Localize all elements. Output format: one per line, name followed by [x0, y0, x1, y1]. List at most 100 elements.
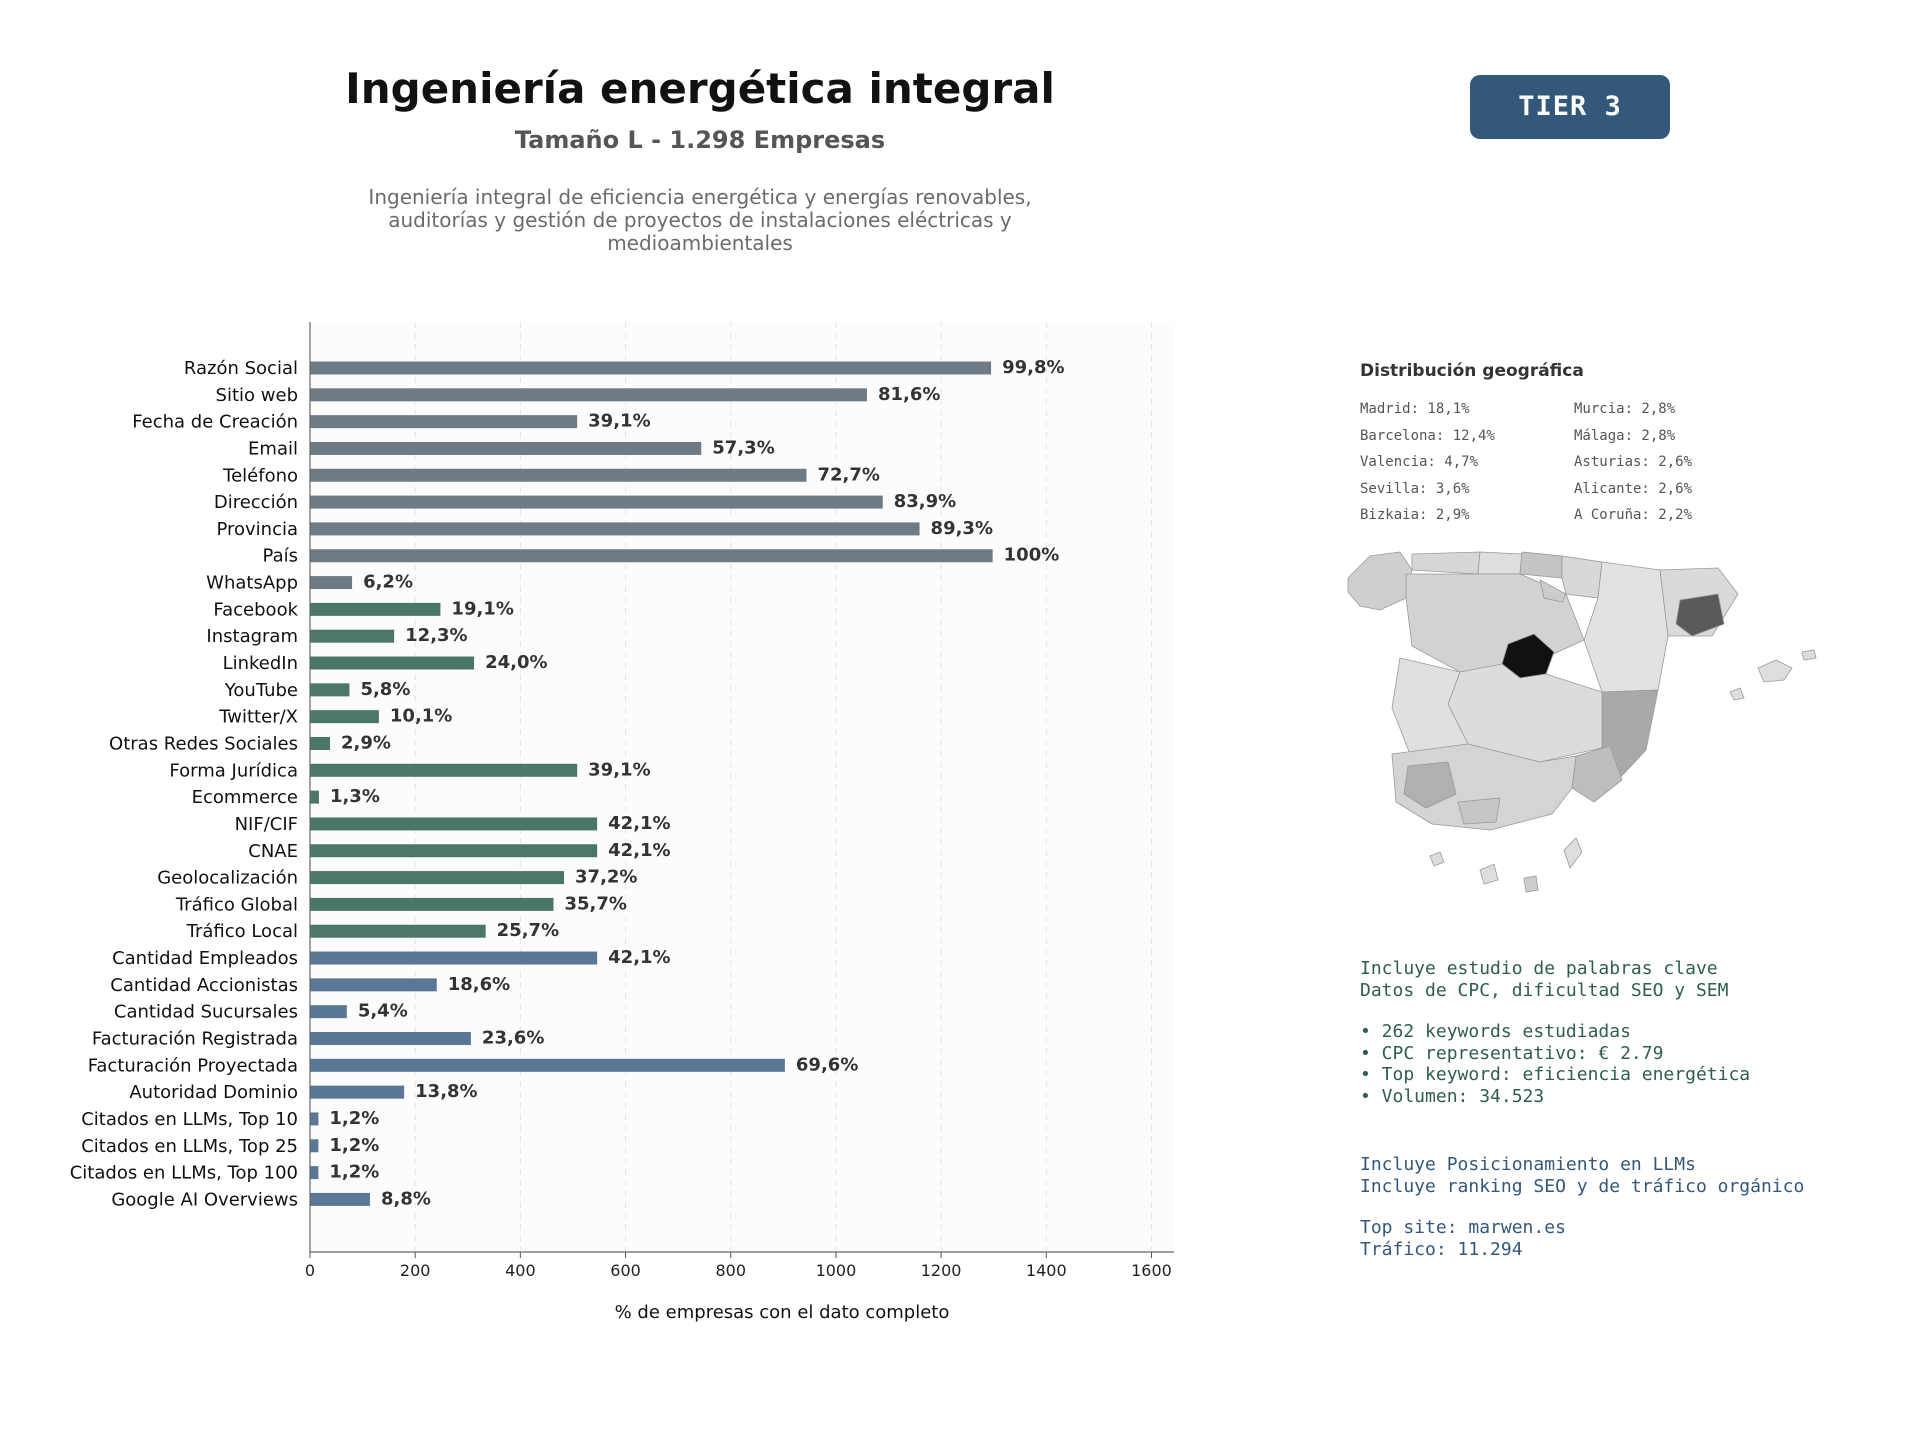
bar [310, 817, 598, 831]
data-label: 19,1% [451, 598, 513, 619]
bar [310, 602, 441, 616]
completeness-bar-chart: 0 200 400 600 800 1000 1200 1400 1600 Razón Socia… [70, 322, 1174, 1323]
bar [310, 1112, 319, 1126]
data-label: 39,1% [588, 411, 650, 432]
data-label: 1,2% [329, 1162, 379, 1183]
data-label: 57,3% [712, 437, 774, 458]
x-tick-label: 1200 [921, 1261, 962, 1280]
bar [310, 951, 598, 965]
map-region-la-rioja [1539, 579, 1567, 603]
keywords-line: Incluye estudio de palabras clave [1360, 958, 1718, 979]
bar [310, 656, 475, 670]
category-label: Twitter/X [218, 707, 298, 728]
bar [310, 1058, 785, 1072]
category-label: NIF/CIF [235, 814, 298, 835]
bar [310, 441, 702, 455]
category-label: WhatsApp [206, 573, 298, 594]
data-label: 18,6% [448, 974, 510, 995]
category-label: Instagram [206, 626, 298, 647]
geo-item: Valencia: 4,7% [1360, 454, 1479, 470]
map-region-galicia [1347, 551, 1413, 611]
data-label: 8,8% [381, 1188, 431, 1209]
keywords-bullet: • CPC representativo: € 2.79 [1360, 1042, 1664, 1064]
category-label: Ecommerce [192, 787, 298, 808]
data-label: 25,7% [497, 920, 559, 941]
map-region-valencia [1601, 689, 1659, 781]
spain-choropleth-map [1347, 551, 1817, 893]
bar [310, 1166, 319, 1180]
data-label: 72,7% [817, 464, 879, 485]
map-region-navarra [1561, 555, 1603, 599]
sector-description: Ingeniería integral de eficiencia energé… [340, 186, 1060, 255]
bar [310, 629, 395, 643]
geo-title: Distribución geográfica [1360, 361, 1584, 381]
geo-item: Madrid: 18,1% [1360, 401, 1470, 417]
category-label: CNAE [248, 841, 298, 862]
data-label: 69,6% [796, 1054, 858, 1075]
category-label: Teléfono [222, 465, 298, 486]
category-label: Facebook [213, 599, 298, 620]
keywords-bullet: • 262 keywords estudiadas [1360, 1021, 1631, 1042]
category-label: Razón Social [184, 358, 298, 379]
category-label: Cantidad Accionistas [110, 975, 298, 996]
data-label: 39,1% [588, 759, 650, 780]
bar [310, 790, 319, 804]
bar [310, 978, 437, 992]
category-label: LinkedIn [223, 653, 298, 674]
map-region-barcelona [1675, 593, 1725, 637]
category-label: Google AI Overviews [111, 1189, 298, 1210]
map-region-canary-east [1563, 837, 1583, 869]
llm-top-site: Top site: marwen.es [1360, 1217, 1566, 1238]
data-label: 10,1% [390, 706, 452, 727]
bar [310, 1139, 319, 1153]
data-label: 1,2% [329, 1108, 379, 1129]
x-tick-label: 600 [610, 1261, 641, 1280]
data-label: 42,1% [608, 840, 670, 861]
data-label: 1,3% [330, 786, 380, 807]
bar [310, 710, 379, 724]
bar [310, 897, 554, 911]
x-tick-label: 1400 [1026, 1261, 1067, 1280]
page-title: Ingeniería energética integral [345, 64, 1055, 113]
bar [310, 763, 578, 777]
category-label: Cantidad Sucursales [114, 1002, 298, 1023]
geo-item: Málaga: 2,8% [1574, 427, 1676, 444]
llm-line: Incluye Posicionamiento en LLMs [1360, 1154, 1696, 1175]
category-label: Geolocalización [157, 868, 298, 889]
geo-item: Asturias: 2,6% [1574, 454, 1693, 470]
geo-item: Murcia: 2,8% [1574, 401, 1676, 417]
data-label: 23,6% [482, 1028, 544, 1049]
llm-traffic: Tráfico: 11.294 [1360, 1238, 1523, 1260]
x-tick-label: 1000 [816, 1261, 857, 1280]
category-label: Forma Jurídica [169, 760, 298, 781]
map-region-cantabria [1477, 551, 1523, 575]
keywords-bullet: • Volumen: 34.523 [1360, 1085, 1545, 1107]
geo-list-right: Murcia: 2,8% Málaga: 2,8% Asturias: 2,6%… [1574, 396, 1692, 529]
category-label: Cantidad Empleados [112, 948, 298, 969]
map-region-balearic-islands [1757, 659, 1793, 683]
map-region-menorca [1801, 649, 1817, 661]
bar [310, 549, 993, 563]
bar [310, 522, 920, 536]
data-label: 37,2% [575, 867, 637, 888]
category-label: Citados en LLMs, Top 25 [81, 1136, 298, 1157]
geo-item: Barcelona: 12,4% [1360, 427, 1495, 444]
keywords-bullet: • Top keyword: eficiencia energética [1360, 1064, 1751, 1085]
llm-line: Incluye ranking SEO y de tráfico orgánic… [1360, 1175, 1805, 1197]
bar [310, 1005, 347, 1019]
bar [310, 736, 330, 750]
data-label: 42,1% [608, 947, 670, 968]
category-label: Fecha de Creación [132, 412, 298, 433]
plot-background [310, 322, 1174, 1252]
data-label: 83,9% [894, 491, 956, 512]
map-region-malaga [1457, 797, 1501, 825]
bar [310, 1032, 471, 1045]
bar [310, 871, 565, 885]
keywords-line: Datos de CPC, dificultad SEO y SEM [1360, 979, 1729, 1001]
keywords-block: Incluye estudio de palabras clave Datos d… [1360, 958, 1750, 1107]
map-region-canary-central [1479, 863, 1499, 885]
category-label: Citados en LLMs, Top 10 [81, 1109, 298, 1130]
description-line: Ingeniería integral de eficiencia energé… [368, 185, 1032, 209]
category-label: Citados en LLMs, Top 100 [70, 1163, 298, 1184]
page-subtitle: Tamaño L - 1.298 Empresas [514, 126, 886, 154]
